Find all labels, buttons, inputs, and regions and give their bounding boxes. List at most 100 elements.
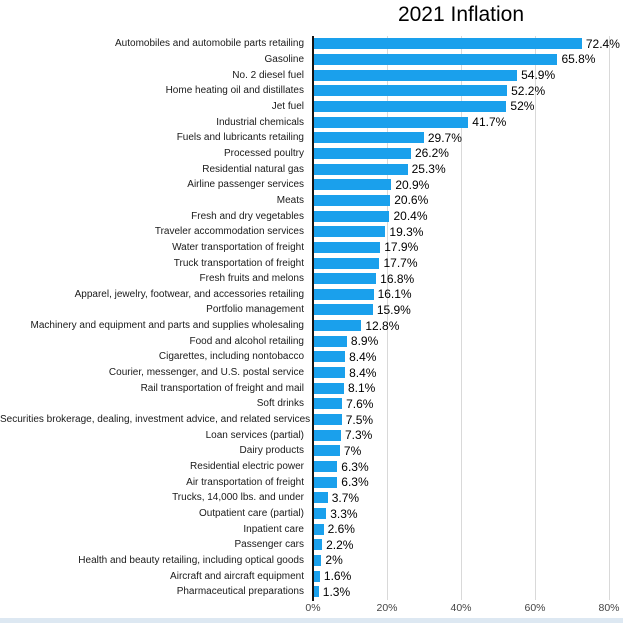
value-label: 65.8% [561,52,596,67]
bar-row: Inpatient care 2.6% [0,521,623,537]
bar-track: 8.1% [314,382,375,394]
bar-track: 20.9% [314,177,430,192]
value-label: 17.7% [383,256,418,271]
bar-row: Residential natural gas 25.3% [0,161,623,177]
bar-row: Pharmaceutical preparations 1.3% [0,584,623,600]
bar-row: Aircraft and aircraft equipment 1.6% [0,568,623,584]
bar-track: 6.3% [314,475,369,490]
value-label: 3.7% [331,490,360,505]
value-label: 7.3% [345,428,373,443]
category-label: Rail transportation of freight and mail [140,382,304,394]
bar-rows: Automobiles and automobile parts retaili… [0,36,623,600]
bar-row: Fresh fruits and melons 16.8% [0,271,623,287]
value-label: 20.9% [395,177,430,192]
value-label: 52.2% [511,83,546,98]
bar-track: 2% [314,553,343,568]
bar-row: Soft drinks 7.6% [0,396,623,412]
bar-row: Outpatient care (partial) 3.3% [0,506,623,522]
bar [314,586,319,598]
category-label: Processed poultry [223,147,304,159]
value-label: 8.4% [349,365,377,380]
bar-row: Automobiles and automobile parts retaili… [0,36,623,52]
bar-row: Industrial chemicals 41.7% [0,114,623,130]
value-label: 6.3% [341,475,369,490]
bar [314,414,342,426]
value-label: 25.3% [411,162,446,177]
category-label: No. 2 diesel fuel [232,69,304,81]
category-label: Water transportation of freight [172,241,304,253]
x-tick-label: 60% [524,602,546,614]
value-label: 72.4% [585,36,620,51]
chart-title: 2021 Inflation [397,3,525,26]
bar [314,554,322,566]
bar [314,398,343,410]
value-label: 2% [325,553,343,568]
bar-track: 7.5% [314,412,374,427]
bar-row: Machinery and equipment and parts and su… [0,318,623,334]
value-label: 7.5% [345,412,374,427]
bar [314,210,390,222]
value-label: 8.4% [349,349,377,364]
value-label: 12.8% [365,318,400,333]
value-label: 8.9% [350,334,379,349]
bar-track: 7.3% [314,428,373,443]
bar-track: 20.4% [314,210,428,222]
bar-row: Home heating oil and distillates 52.2% [0,83,623,99]
value-label: 19.3% [389,224,424,239]
bar [314,85,508,97]
bar [314,226,386,238]
gridline [461,36,462,600]
bottom-strip [0,618,623,623]
value-label: 54.9% [521,68,556,83]
category-label: Passenger cars [234,539,304,551]
value-label: 3.3% [330,506,358,521]
x-tick-label: 20% [376,602,398,614]
category-label: Home heating oil and distillates [165,85,304,97]
bar-row: Dairy products 7% [0,443,623,459]
category-label: Meats [276,194,304,206]
value-label: 7.6% [346,396,374,411]
bar-track: 7% [314,443,362,458]
bar [314,179,392,191]
category-label: Pharmaceutical preparations [176,586,304,598]
bar-track: 29.7% [314,132,462,144]
category-label: Trucks, 14,000 lbs. and under [172,492,304,504]
bar-row: Health and beauty retailing, including o… [0,553,623,569]
bar-row: Securities brokerage, dealing, investmen… [0,412,623,428]
category-label: Dairy products [239,445,304,457]
bar [314,382,344,394]
bar-row: Air transportation of freight 6.3% [0,474,623,490]
value-label: 7% [343,443,362,458]
bar-track: 3.3% [314,506,358,521]
bar [314,241,381,253]
value-label: 26.2% [414,146,449,161]
bar-track: 2.2% [314,539,353,551]
bar [314,304,373,316]
bar-row: Meats 20.6% [0,193,623,209]
bar [314,335,347,347]
y-axis-line [312,36,314,601]
category-label: Industrial chemicals [216,116,304,128]
value-label: 15.9% [376,302,411,317]
bar-track: 8.9% [314,334,379,349]
bar-track: 17.9% [314,241,418,253]
bar-track: 52.2% [314,83,546,98]
category-label: Automobiles and automobile parts retaili… [115,38,304,50]
category-label: Traveler accommodation services [154,226,304,238]
bar-row: Portfolio management 15.9% [0,302,623,318]
bar-track: 72.4% [314,36,620,51]
bar-track: 2.6% [314,523,355,535]
bar [314,273,377,285]
value-label: 41.7% [472,115,507,130]
bar-track: 65.8% [314,52,596,67]
bar-row: Food and alcohol retailing 8.9% [0,333,623,349]
bar-track: 16.8% [314,273,414,285]
bar-track: 20.6% [314,194,428,206]
bar [314,508,327,520]
bar-track: 52% [314,100,534,112]
bar-track: 41.7% [314,115,507,130]
bar [314,320,362,332]
category-label: Gasoline [264,53,304,65]
bar [314,38,582,50]
